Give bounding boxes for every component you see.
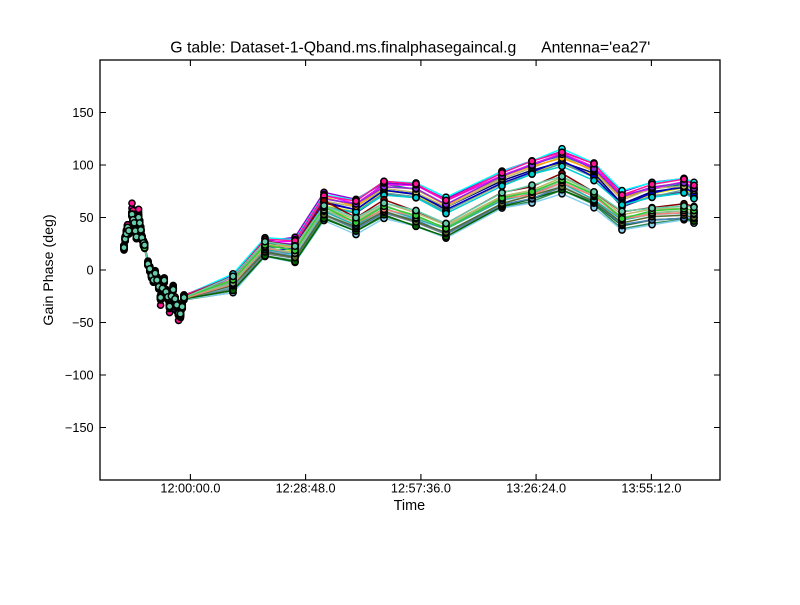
svg-text:12:28:48.0: 12:28:48.0 bbox=[276, 481, 336, 495]
svg-text:0: 0 bbox=[87, 263, 94, 277]
svg-text:150: 150 bbox=[72, 106, 93, 120]
svg-text:−150: −150 bbox=[65, 421, 94, 435]
svg-text:−50: −50 bbox=[72, 316, 94, 330]
svg-text:Time: Time bbox=[394, 498, 425, 514]
svg-text:Antenna='ea27': Antenna='ea27' bbox=[541, 39, 650, 56]
svg-text:−100: −100 bbox=[65, 368, 94, 382]
svg-text:100: 100 bbox=[72, 158, 93, 172]
svg-text:13:26:24.0: 13:26:24.0 bbox=[506, 481, 566, 495]
svg-text:12:57:36.0: 12:57:36.0 bbox=[391, 481, 451, 495]
svg-text:50: 50 bbox=[79, 211, 93, 225]
svg-text:13:55:12.0: 13:55:12.0 bbox=[621, 481, 681, 495]
svg-text:G table: Dataset-1-Qband.ms.fi: G table: Dataset-1-Qband.ms.finalphasega… bbox=[170, 39, 516, 56]
svg-text:Gain Phase (deg): Gain Phase (deg) bbox=[41, 214, 57, 325]
svg-text:12:00:00.0: 12:00:00.0 bbox=[160, 481, 220, 495]
